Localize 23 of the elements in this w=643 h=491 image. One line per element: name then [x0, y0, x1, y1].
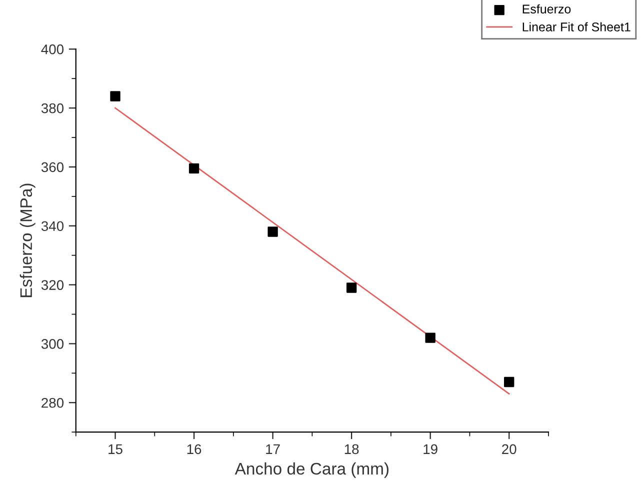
legend-label: Linear Fit of Sheet1 [522, 22, 630, 32]
x-tick-label: 20 [502, 444, 516, 454]
legend-label: Esfuerzo [522, 4, 571, 14]
point [268, 226, 278, 237]
y-tick-label: 320 [41, 280, 64, 290]
point [425, 332, 436, 343]
x-tick-label: 16 [187, 444, 202, 454]
x-tick-label: 15 [108, 444, 122, 454]
y-tick-label: 280 [42, 398, 64, 408]
y-tick-label: 400 [41, 44, 64, 54]
y-tick-label: 380 [41, 103, 64, 114]
x-axis-title: Ancho de Cara (mm) [234, 462, 388, 478]
x-tick-label: 19 [424, 444, 438, 454]
point [504, 376, 514, 388]
y-tick-label: 360 [41, 162, 64, 172]
y-tick-label: 300 [41, 339, 64, 349]
x-tick-label: 18 [344, 444, 359, 454]
point [188, 163, 200, 174]
y-tick-label: 340 [41, 221, 64, 232]
x-tick-label: 17 [266, 444, 280, 454]
point [110, 91, 120, 102]
point [346, 282, 357, 293]
y-axis-title: Esfuerzo (MPa) [20, 184, 36, 298]
